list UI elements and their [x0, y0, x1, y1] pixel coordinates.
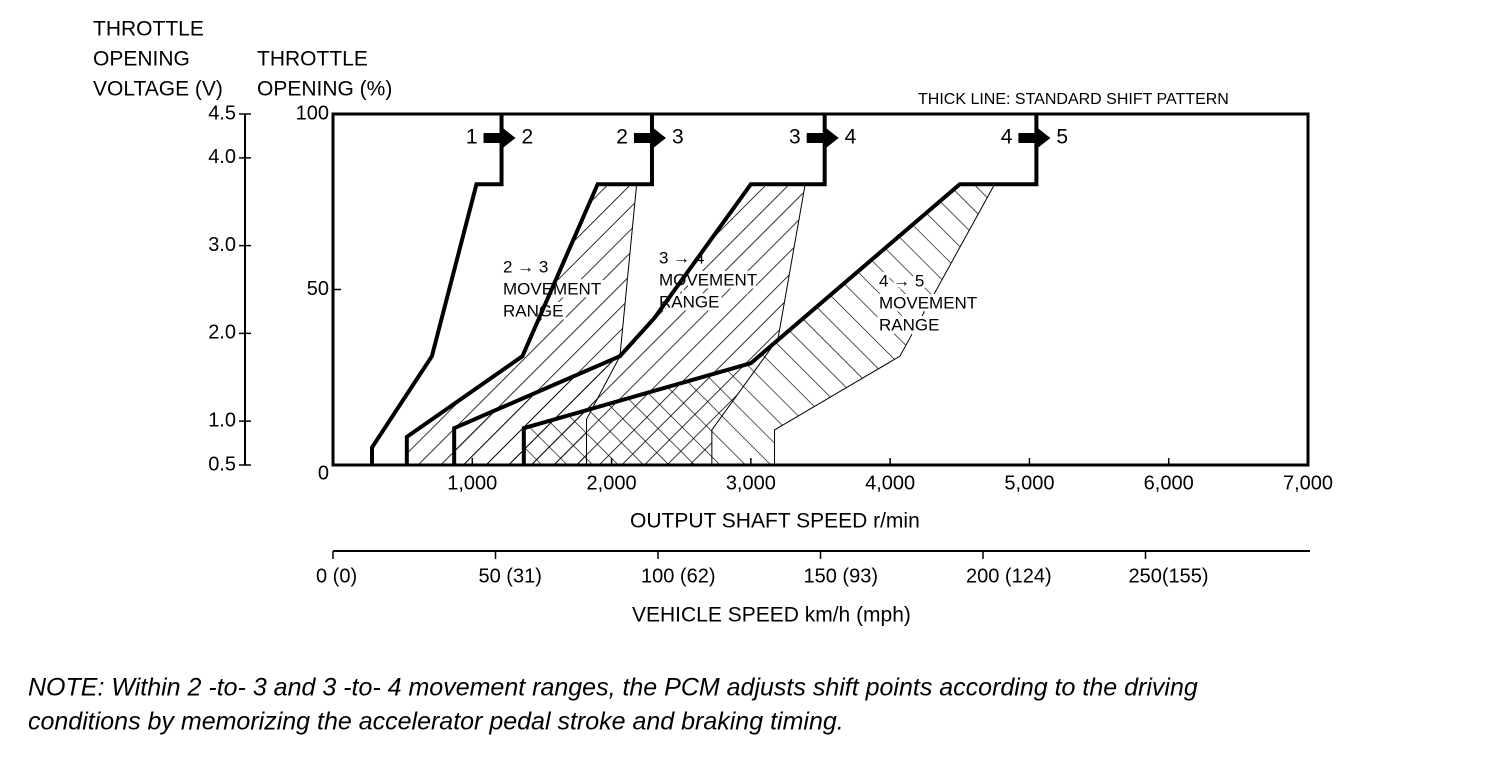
y2-tick-label: 1.0: [208, 409, 236, 431]
x-tick-label: 4,000: [865, 472, 915, 494]
x-tick-label: 7,000: [1283, 472, 1333, 494]
shift-from: 3: [789, 126, 801, 149]
range-label: 2 → 3: [503, 257, 548, 276]
range-label: MOVEMENT: [879, 293, 977, 312]
y-axis-label: THROTTLE: [257, 48, 368, 71]
shift-line: [452, 114, 827, 465]
x-tick-label: 3,000: [726, 472, 776, 494]
x-tick-label: 1,000: [447, 472, 497, 494]
x-tick-label: 5,000: [1004, 472, 1054, 494]
x-axis-label: OUTPUT SHAFT SPEED r/min: [630, 510, 920, 533]
x2-tick-label: 200 (124): [966, 565, 1052, 587]
x2-tick-label: 250(155): [1129, 565, 1209, 587]
shift-line: [521, 114, 1039, 465]
y2-axis-label: VOLTAGE (V): [93, 78, 223, 101]
chart-title: THICK LINE: STANDARD SHIFT PATTERN: [918, 91, 1229, 108]
y-tick-label: 50: [307, 278, 329, 300]
range-label: RANGE: [879, 315, 939, 334]
shift-from: 4: [1001, 126, 1013, 149]
shift-arrow: [633, 127, 666, 149]
shift-to: 5: [1056, 126, 1068, 149]
y2-tick-label: 2.0: [208, 322, 236, 344]
range-label: 4 → 5: [879, 271, 924, 290]
y2-axis-label: THROTTLE: [93, 18, 204, 41]
shift-arrow: [1018, 127, 1051, 149]
y2-tick-label: 0.5: [208, 453, 236, 475]
range-label: 4 → 5: [879, 271, 924, 290]
shift-to: 2: [522, 126, 534, 149]
y-tick-label: 100: [296, 102, 329, 124]
range-label: RANGE: [879, 315, 939, 334]
shift-from: 2: [616, 126, 628, 149]
y2-axis-label: OPENING: [93, 48, 190, 71]
x-tick-label: 6,000: [1144, 472, 1194, 494]
note: NOTE: Within 2 -to- 3 and 3 -to- 4 movem…: [28, 674, 1198, 702]
shift-to: 4: [845, 126, 857, 149]
range-label: RANGE: [659, 292, 719, 311]
range-label: RANGE: [503, 301, 563, 320]
x2-tick-label: 100 (62): [641, 565, 716, 587]
shift-line: [370, 114, 504, 465]
y2-tick-label: 4.0: [208, 146, 236, 168]
range-label: RANGE: [659, 292, 719, 311]
range-label: 2 → 3: [503, 257, 548, 276]
note: conditions by memorizing the accelerator…: [28, 708, 844, 736]
x2-tick-label: 0 (0): [316, 565, 357, 587]
y2-tick-label: 3.0: [208, 234, 236, 256]
shift-from: 1: [466, 126, 478, 149]
x2-tick-label: 150 (93): [804, 565, 879, 587]
shift-line: [404, 114, 654, 465]
x2-tick-label: 50 (31): [479, 565, 542, 587]
shift-arrow: [483, 127, 516, 149]
range-label: RANGE: [503, 301, 563, 320]
x-tick-label: 2,000: [587, 472, 637, 494]
y-axis-label: OPENING (%): [257, 78, 392, 101]
y-tick-label: 0: [318, 462, 329, 484]
range-label: MOVEMENT: [659, 270, 757, 289]
shift-arrow: [806, 127, 839, 149]
shift-to: 3: [672, 126, 684, 149]
y2-tick-label: 4.5: [208, 102, 236, 124]
x2-axis-label: VEHICLE SPEED km/h (mph): [632, 604, 911, 627]
range-label: MOVEMENT: [879, 293, 977, 312]
